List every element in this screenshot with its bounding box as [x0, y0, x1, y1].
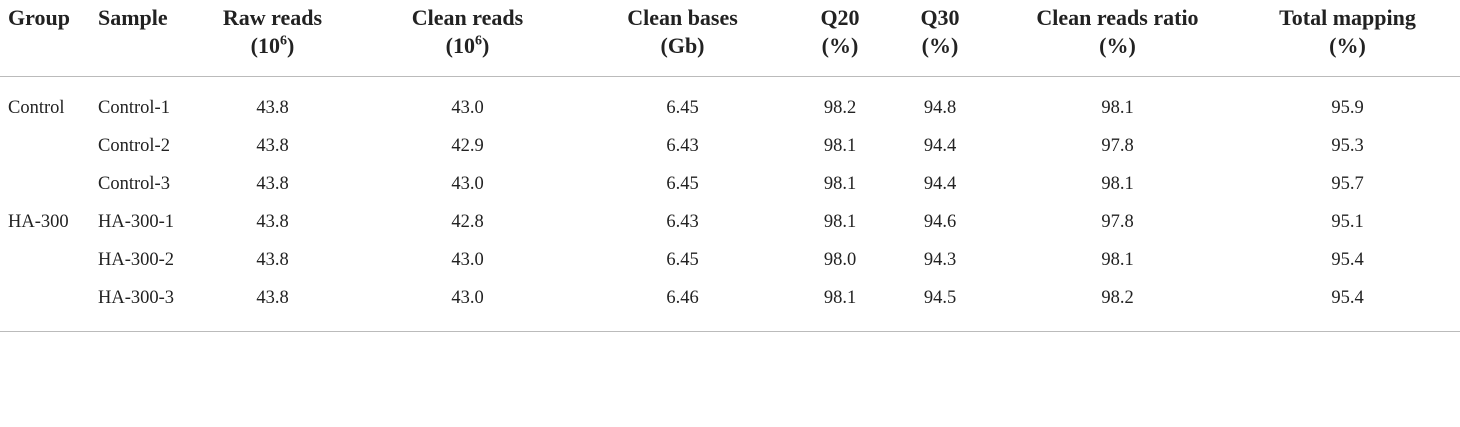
data-table: Group Sample Raw reads (106) Clean reads (106… — [0, 0, 1460, 332]
value-cell: 6.43 — [666, 212, 699, 232]
value-cell: 6.45 — [666, 250, 699, 270]
value-cell: 95.7 — [1331, 174, 1364, 194]
sample-cell: Control-2 — [98, 136, 170, 156]
value-cell: 95.4 — [1331, 250, 1364, 270]
header-unit: (10 — [250, 33, 280, 58]
header-unit: ) — [482, 33, 490, 58]
value-cell: 43.0 — [451, 98, 484, 118]
table-row: HA-300 HA-300-1 43.8 42.8 6.43 98.1 94.6 97.8 95… — [0, 203, 1460, 332]
column-header: Group — [0, 0, 90, 77]
value-cell: 94.5 — [880, 279, 1000, 332]
table-row: Control-2 43.8 42.9 6.43 98.1 94.4 97.8 95.3 — [0, 127, 1460, 165]
value-cell: 43.8 — [256, 136, 289, 156]
sample-cell: HA-300-1 — [98, 212, 175, 232]
header-unit: (Gb) — [660, 33, 705, 58]
value-cell: 97.8 — [1101, 212, 1134, 232]
value-cell: 98.1 — [1101, 250, 1134, 270]
value-cell: 6.45 — [666, 98, 699, 118]
sample-cell: HA-300-2 — [98, 250, 175, 270]
header-unit: (%) — [1329, 33, 1366, 58]
table-body: Control Control-1 43.8 43.0 6.45 98.2 94.8 98.1… — [0, 77, 1460, 332]
value-cell: 6.45 — [666, 174, 699, 194]
header-name: Clean bases — [627, 5, 738, 30]
header-name: Raw reads — [222, 5, 323, 30]
header-row: Group Sample Raw reads (106) Clean reads (106… — [0, 0, 1460, 77]
value-cell: 95.3 — [1331, 136, 1364, 156]
value-cell: 98.1 — [800, 279, 880, 332]
header-name: Group — [8, 5, 70, 30]
column-header: Sample — [90, 0, 175, 77]
value-cell: 95.4 — [1235, 279, 1460, 332]
value-cell: 42.8 — [451, 212, 484, 232]
value-cell: 94.6 — [923, 212, 957, 232]
value-cell: 94.8 — [923, 98, 957, 118]
value-cell: 95.1 — [1331, 212, 1364, 232]
value-cell: 98.2 — [823, 98, 857, 118]
value-cell: 42.9 — [451, 136, 484, 156]
header-name: Clean reads — [411, 5, 524, 30]
value-cell: 98.2 — [1000, 279, 1235, 332]
header-unit: 6 — [280, 33, 287, 49]
table-row: HA-300-3 43.8 43.0 6.46 98.1 94.5 98.2 95.4 — [0, 279, 1460, 332]
value-cell: 43.8 — [175, 279, 370, 332]
group-cell: HA-300 — [0, 203, 90, 332]
sample-cell: Control-3 — [98, 174, 170, 194]
column-header: Raw reads (106) — [175, 0, 370, 77]
column-header: Clean bases (Gb) — [565, 0, 800, 77]
value-cell: 98.1 — [1101, 98, 1134, 118]
value-cell: 6.46 — [565, 279, 800, 332]
column-header: Q20 (%) — [800, 0, 880, 77]
sample-cell: Control-1 — [98, 98, 170, 118]
header-name: Q20 — [820, 5, 860, 30]
value-cell: 94.4 — [923, 136, 957, 156]
column-header: Q30 (%) — [880, 0, 1000, 77]
value-cell: 43.8 — [256, 98, 289, 118]
value-cell: 98.1 — [823, 174, 857, 194]
value-cell: 43.0 — [451, 174, 484, 194]
value-cell: 43.8 — [256, 250, 289, 270]
column-header: Clean reads (106) — [370, 0, 565, 77]
value-cell: 98.1 — [823, 212, 857, 232]
value-cell: 94.4 — [923, 174, 957, 194]
header-unit: (%) — [921, 33, 959, 58]
value-cell: 94.3 — [923, 250, 957, 270]
header-unit: (10 — [445, 33, 475, 58]
sample-cell: HA-300-3 — [90, 279, 175, 332]
value-cell: 98.1 — [823, 136, 857, 156]
value-cell: 43.0 — [370, 279, 565, 332]
header-name: Total mapping — [1279, 5, 1416, 30]
header-name: Sample — [98, 5, 168, 30]
table-row: HA-300-2 43.8 43.0 6.45 98.0 94.3 98.1 95.4 — [0, 241, 1460, 279]
header-name: Clean reads ratio — [1036, 5, 1199, 30]
header-unit: (%) — [821, 33, 859, 58]
value-cell: 98.0 — [823, 250, 857, 270]
value-cell: 95.9 — [1331, 98, 1364, 118]
value-cell: 97.8 — [1101, 136, 1134, 156]
column-header: Total mapping (%) — [1235, 0, 1460, 77]
header-unit: (%) — [1099, 33, 1136, 58]
header-name: Q30 — [920, 5, 960, 30]
table-row: Control-3 43.8 43.0 6.45 98.1 94.4 98.1 95.7 — [0, 165, 1460, 203]
table-row: Control Control-1 43.8 43.0 6.45 98.2 94.8 98.1… — [0, 77, 1460, 128]
value-cell: 98.1 — [1101, 174, 1134, 194]
value-cell: 43.8 — [256, 174, 289, 194]
header-unit: ) — [287, 33, 295, 58]
value-cell: 6.43 — [666, 136, 699, 156]
value-cell: 43.8 — [256, 212, 289, 232]
header-unit: 6 — [475, 33, 482, 49]
value-cell: 43.0 — [451, 250, 484, 270]
column-header: Clean reads ratio (%) — [1000, 0, 1235, 77]
group-cell: Control — [8, 98, 65, 118]
